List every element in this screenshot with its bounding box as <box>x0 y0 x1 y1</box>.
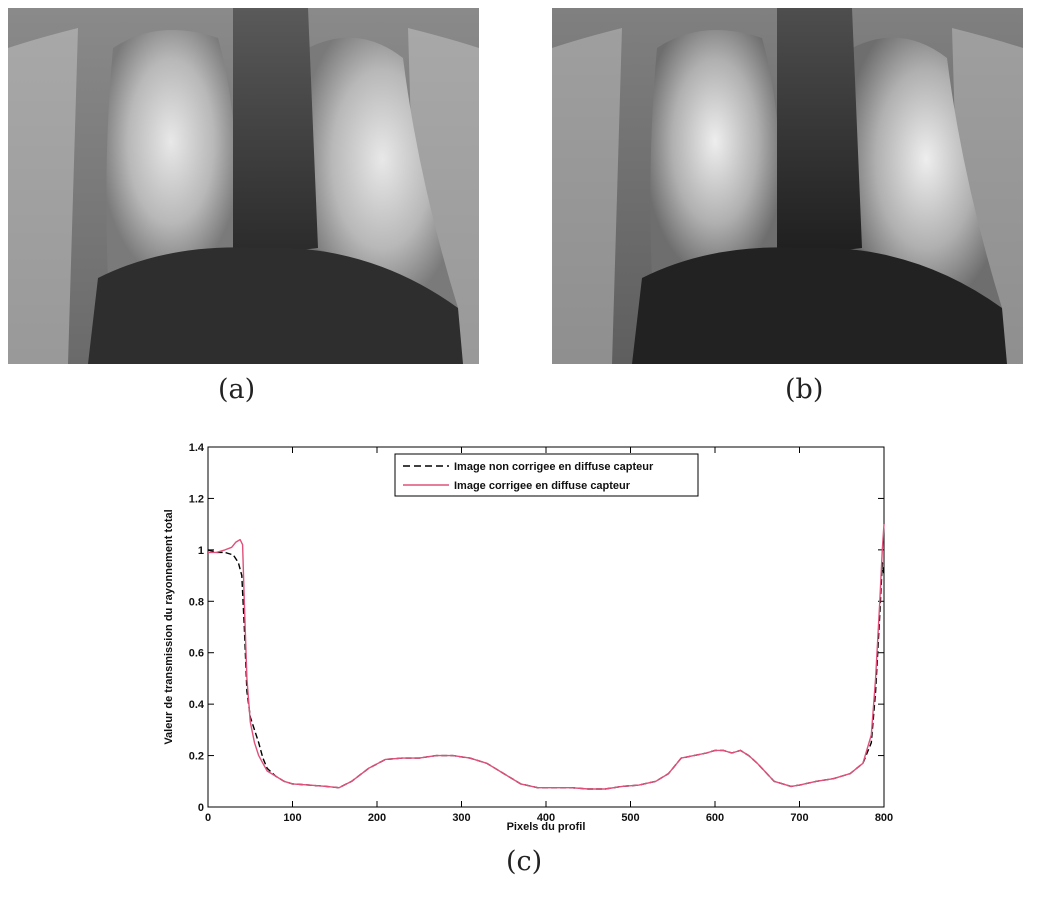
legend-label-uncorrected: Image non corrigee en diffuse capteur <box>454 461 654 473</box>
x-tick-label: 700 <box>790 812 808 824</box>
y-tick-label: 1.4 <box>189 442 205 454</box>
x-tick-label: 100 <box>283 812 301 824</box>
y-tick-label: 1 <box>198 545 204 557</box>
y-tick-label: 0.4 <box>189 699 205 711</box>
panel-label-c: (c) <box>506 846 543 877</box>
x-axis-ticks: 0 100 200 300 400 500 600 700 800 <box>205 447 893 824</box>
xray-image-b <box>552 8 1023 364</box>
x-tick-label: 300 <box>452 812 470 824</box>
panel-label-a: (a) <box>218 374 256 405</box>
x-tick-label: 800 <box>875 812 893 824</box>
x-tick-label: 600 <box>706 812 724 824</box>
y-tick-label: 0.2 <box>189 751 204 763</box>
y-tick-label: 1.2 <box>189 493 204 505</box>
panel-label-b: (b) <box>785 374 824 405</box>
legend: Image non corrigee en diffuse capteur Im… <box>394 453 699 497</box>
x-tick-label: 0 <box>205 812 211 824</box>
x-axis-title: Pixels du profil <box>507 821 586 833</box>
xray-image-a <box>8 8 479 364</box>
x-tick-label: 400 <box>537 812 555 824</box>
y-tick-label: 0.8 <box>189 596 204 608</box>
y-axis-title: Valeur de transmission du rayonnement to… <box>163 509 175 744</box>
x-tick-label: 200 <box>368 812 386 824</box>
x-tick-label: 500 <box>621 812 639 824</box>
series-line-uncorrected <box>207 549 885 790</box>
series-layer <box>207 524 885 790</box>
plot-frame <box>207 446 885 808</box>
transmission-profile-chart: 0 100 200 300 400 500 600 700 800 0 0.2 0.4 0.6 0.8 1… <box>163 442 893 833</box>
y-axis-ticks: 0 0.2 0.4 0.6 0.8 1 1.2 1.4 <box>189 442 884 814</box>
legend-box <box>394 453 699 497</box>
y-tick-label: 0.6 <box>189 648 204 660</box>
series-line-corrected <box>208 524 885 790</box>
legend-label-corrected: Image corrigee en diffuse capteur <box>454 480 631 492</box>
y-tick-label: 0 <box>198 802 204 814</box>
